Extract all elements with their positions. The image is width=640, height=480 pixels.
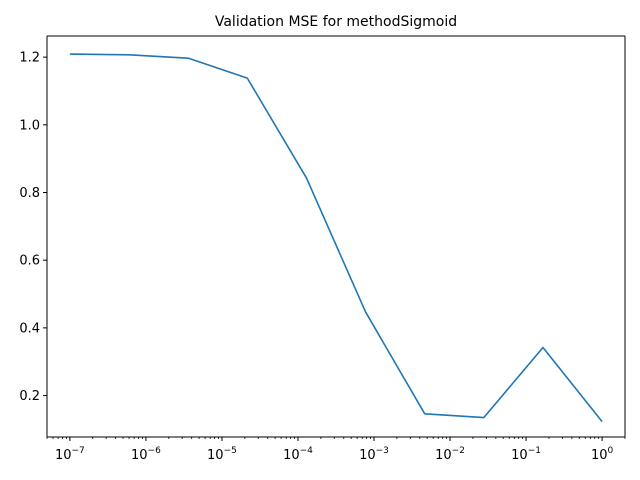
chart-title: Validation MSE for methodSigmoid: [215, 14, 457, 30]
y-tick-label: 1.2: [19, 51, 40, 66]
x-tick-label: 10−7: [55, 446, 85, 463]
x-tick-label: 10−6: [131, 446, 161, 463]
series-layer: [69, 53, 603, 423]
x-tick-label: 10−3: [359, 446, 389, 463]
y-tick-label: 0.4: [19, 321, 40, 336]
x-tick-label: 10−5: [207, 446, 237, 463]
y-tick-label: 0.8: [19, 186, 40, 201]
y-tick-label: 0.2: [19, 389, 40, 404]
x-tick-label: 100: [591, 446, 614, 463]
x-tick-label: 10−2: [435, 446, 465, 463]
x-axis-ticks: 10−7 10−6 10−5 10−4 10−3 10−2 10−1 100: [46, 437, 626, 463]
y-tick-label: 1.0: [19, 118, 40, 133]
x-tick-label: 10−4: [283, 446, 313, 463]
axes-layer: [46, 35, 626, 438]
plot-area: [47, 36, 625, 437]
y-tick-label: 0.6: [19, 254, 40, 269]
y-axis-ticks: 0.2 0.4 0.6 0.8 1.0 1.2: [19, 51, 47, 404]
series-line-0: [69, 53, 603, 423]
x-tick-label: 10−1: [511, 446, 541, 463]
